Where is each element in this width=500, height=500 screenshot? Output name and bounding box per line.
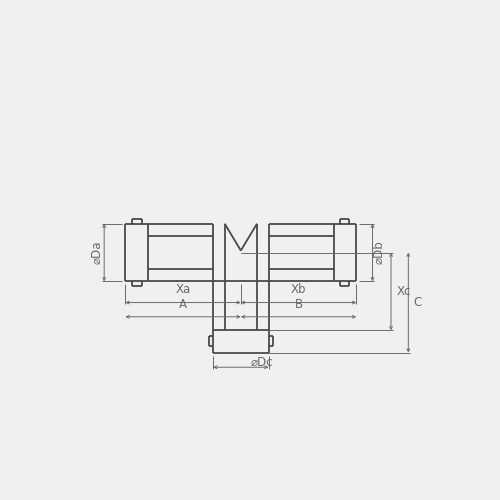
Text: ⌀Dc: ⌀Dc (250, 356, 273, 369)
Text: ⌀Db: ⌀Db (373, 240, 386, 264)
Text: A: A (179, 298, 187, 310)
Text: B: B (294, 298, 302, 310)
Text: Xc: Xc (396, 285, 411, 298)
Text: Xa: Xa (176, 284, 190, 296)
Text: C: C (414, 296, 422, 309)
Text: Xb: Xb (291, 284, 306, 296)
Text: ⌀Da: ⌀Da (90, 241, 104, 264)
